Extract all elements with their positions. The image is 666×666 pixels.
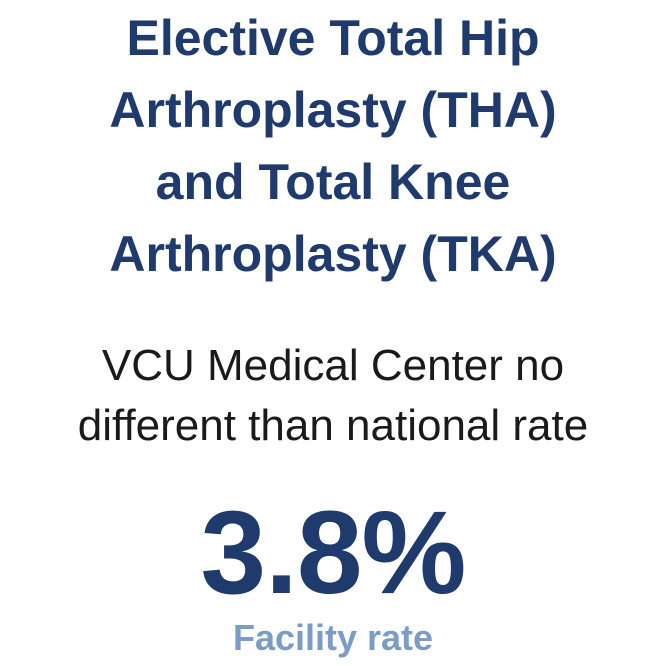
facility-rate-value: 3.8% <box>200 487 467 619</box>
facility-rate-label: Facility rate <box>232 617 434 658</box>
measure-title-line: and Total Knee <box>155 154 511 210</box>
comparison-statement: VCU Medical Center no different than nat… <box>0 336 666 456</box>
measure-title: Elective Total Hip Arthroplasty (THA) an… <box>0 2 666 290</box>
measure-title-line: Elective Total Hip <box>126 10 540 66</box>
measure-title-line: Arthroplasty (TKA) <box>109 226 557 282</box>
comparison-line: different than national rate <box>77 401 589 450</box>
comparison-line: VCU Medical Center no <box>101 341 565 390</box>
measure-title-line: Arthroplasty (THA) <box>109 82 557 138</box>
